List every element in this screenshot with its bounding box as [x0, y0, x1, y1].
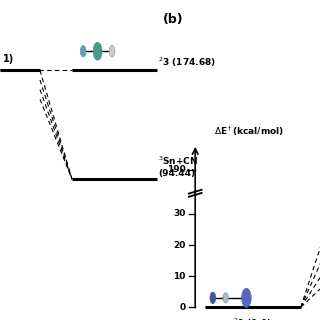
Circle shape: [93, 42, 102, 60]
Circle shape: [210, 292, 216, 304]
Circle shape: [80, 45, 86, 57]
Text: 10: 10: [173, 272, 186, 281]
Text: $^2$1 (0.0): $^2$1 (0.0): [233, 317, 272, 320]
Circle shape: [109, 45, 115, 57]
Text: (b): (b): [163, 13, 184, 26]
Text: 1): 1): [3, 54, 14, 64]
Text: 0: 0: [180, 303, 186, 312]
Circle shape: [242, 288, 251, 308]
Circle shape: [223, 293, 228, 303]
Text: 20: 20: [173, 241, 186, 250]
Text: 30: 30: [173, 210, 186, 219]
Text: 190: 190: [167, 165, 186, 174]
Text: $\Delta\mathbf{E}^\dagger$(kcal/mol): $\Delta\mathbf{E}^\dagger$(kcal/mol): [214, 124, 284, 138]
Text: $^2$3 (174.68): $^2$3 (174.68): [158, 55, 216, 69]
Text: $^3$Sn+CN
(94.44): $^3$Sn+CN (94.44): [158, 155, 198, 178]
